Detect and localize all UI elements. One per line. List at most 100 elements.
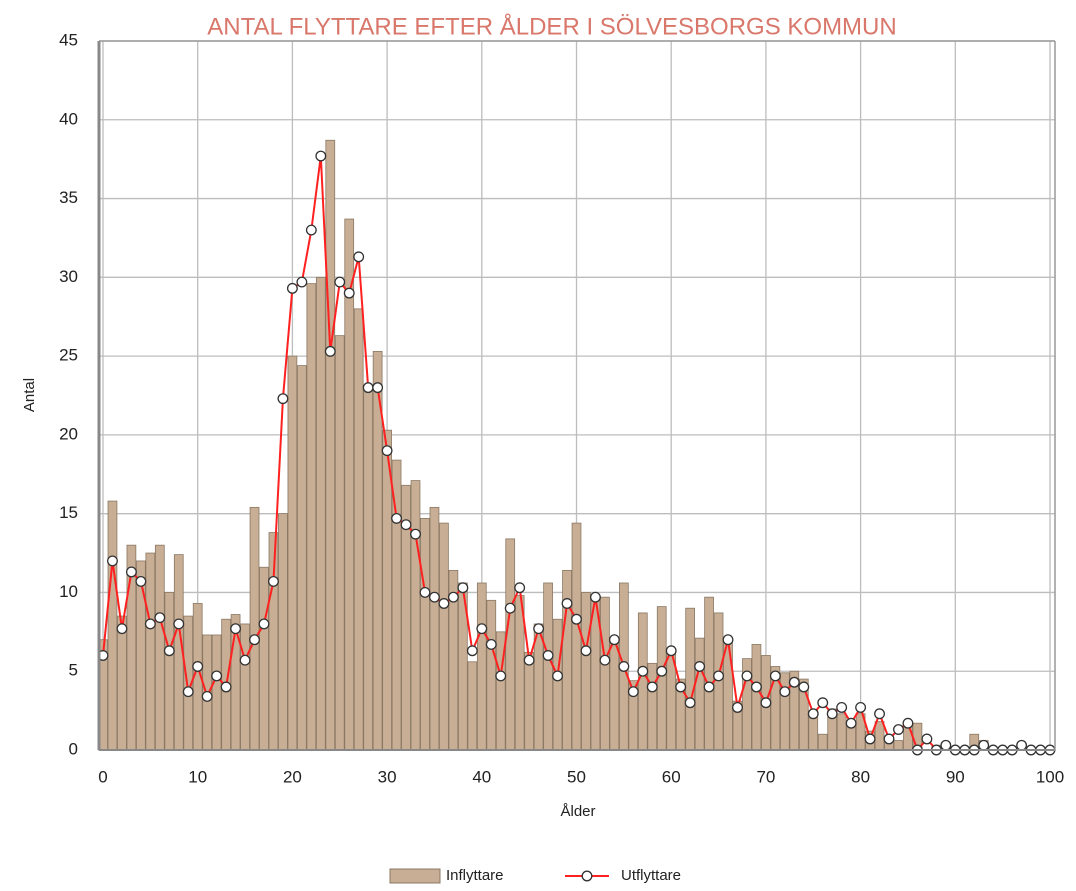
- bar: [278, 513, 288, 751]
- bar: [154, 544, 165, 751]
- marker: [845, 717, 857, 729]
- bar: [287, 355, 298, 751]
- legend-swatch: [389, 868, 441, 884]
- bar: [685, 607, 695, 751]
- marker: [788, 676, 800, 688]
- bar: [259, 566, 269, 751]
- marker: [381, 445, 393, 457]
- bar: [524, 651, 535, 751]
- marker: [921, 733, 933, 745]
- bar: [817, 733, 828, 751]
- bar: [420, 517, 430, 751]
- bar: [107, 500, 118, 751]
- chart-title: ANTAL FLYTTARE EFTER ÅLDER I SÖLVESBORGS…: [207, 12, 896, 40]
- marker: [646, 681, 658, 693]
- x-tick-label: 70: [756, 767, 775, 786]
- marker: [372, 382, 384, 394]
- bar: [315, 276, 326, 751]
- marker: [637, 665, 649, 677]
- marker: [305, 224, 317, 236]
- marker: [760, 697, 772, 709]
- x-tick-label: 40: [472, 767, 491, 786]
- marker: [457, 582, 469, 594]
- bar: [211, 634, 222, 751]
- marker: [571, 613, 582, 625]
- bar: [334, 335, 345, 751]
- marker: [391, 512, 403, 524]
- marker: [116, 623, 128, 635]
- marker: [703, 681, 715, 693]
- bar: [609, 639, 620, 751]
- bar: [836, 713, 847, 751]
- marker: [542, 650, 554, 661]
- y-tick-label: 20: [59, 424, 78, 443]
- bar: [647, 662, 658, 751]
- bar: [505, 538, 516, 751]
- y-tick-label: 10: [59, 582, 78, 601]
- bar: [467, 661, 478, 751]
- marker: [807, 708, 819, 720]
- bar: [637, 612, 648, 751]
- marker: [315, 150, 327, 162]
- bar: [429, 506, 440, 751]
- marker: [268, 575, 279, 587]
- marker: [1016, 739, 1028, 751]
- bar: [666, 651, 677, 751]
- bar: [353, 308, 364, 751]
- bar: [145, 552, 156, 751]
- x-tick-label: 80: [851, 767, 870, 786]
- bar: [600, 596, 610, 751]
- y-axis-title: Antal: [21, 378, 38, 412]
- marker: [514, 582, 526, 594]
- marker: [599, 654, 611, 666]
- bar: [581, 592, 591, 751]
- marker: [410, 528, 421, 540]
- marker: [769, 670, 781, 682]
- marker: [201, 690, 213, 702]
- bar: [410, 480, 421, 751]
- y-tick-label: 15: [59, 503, 78, 522]
- marker: [362, 382, 374, 394]
- marker: [154, 612, 166, 624]
- x-tick-label: 60: [662, 767, 681, 786]
- bar: [571, 522, 582, 751]
- marker: [618, 661, 630, 672]
- marker: [144, 618, 156, 630]
- marker: [684, 697, 696, 709]
- bar: [713, 612, 724, 751]
- marker: [353, 251, 365, 263]
- marker: [523, 654, 535, 666]
- marker: [589, 591, 601, 603]
- marker: [504, 602, 516, 614]
- x-tick-label: 0: [98, 767, 107, 786]
- bar: [439, 522, 449, 751]
- legend-label: Utflyttare: [621, 867, 681, 884]
- marker: [561, 598, 573, 609]
- bar: [704, 596, 714, 751]
- x-tick-label: 50: [567, 767, 586, 786]
- marker: [893, 724, 904, 735]
- y-tick-label: 25: [59, 346, 78, 365]
- bar: [893, 740, 904, 751]
- marker: [750, 681, 762, 693]
- marker: [296, 276, 308, 288]
- x-tick-label: 100: [1036, 767, 1064, 786]
- x-axis-title: Ålder: [560, 803, 595, 820]
- marker: [779, 686, 791, 698]
- y-tick-label: 30: [59, 267, 78, 286]
- y-tick-label: 45: [59, 30, 78, 49]
- marker: [665, 645, 677, 657]
- marker: [741, 670, 753, 682]
- marker: [419, 586, 431, 598]
- marker: [902, 717, 914, 729]
- bar: [325, 139, 336, 751]
- marker: [163, 645, 175, 657]
- marker: [277, 393, 289, 405]
- bar: [543, 582, 553, 751]
- y-tick-label: 40: [59, 109, 78, 128]
- x-tick-label: 30: [378, 767, 397, 786]
- marker: [324, 345, 336, 357]
- marker: [400, 519, 412, 531]
